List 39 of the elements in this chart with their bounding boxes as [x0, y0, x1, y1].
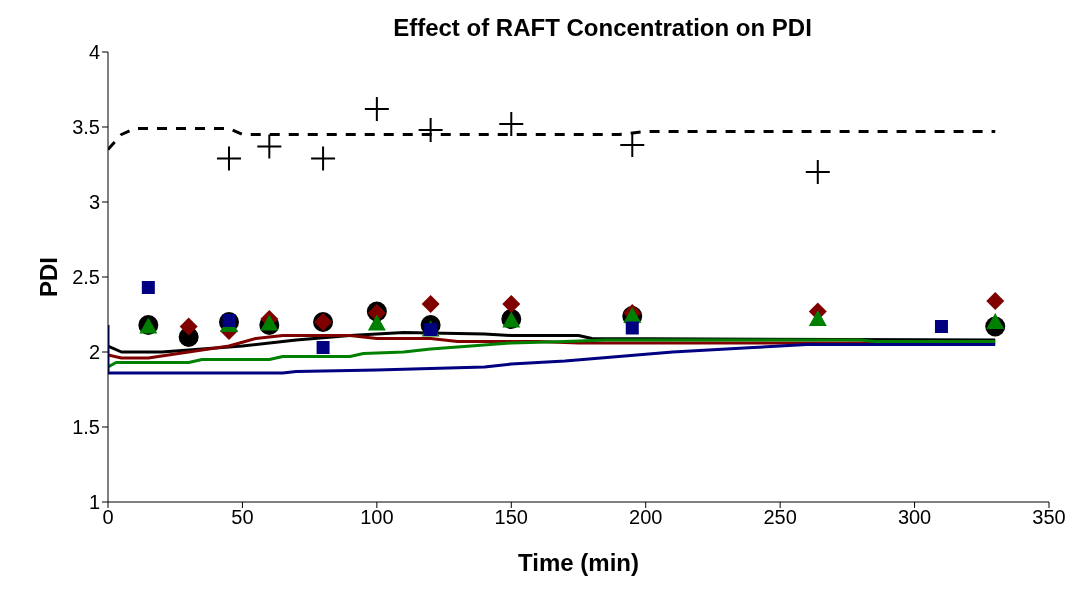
- point: [316, 341, 330, 354]
- point: [179, 317, 198, 336]
- y-axis-title: PDI: [34, 256, 62, 298]
- point: [986, 313, 1005, 329]
- point: [367, 314, 386, 331]
- point: [805, 160, 830, 184]
- chart-title: Effect of RAFT Concentration on PDI: [392, 13, 813, 42]
- y-tick-label: 4: [88, 41, 100, 64]
- point: [418, 118, 443, 142]
- line-series: [108, 338, 997, 369]
- point: [986, 292, 1005, 310]
- point: [625, 321, 639, 335]
- x-tick-label: 300: [897, 506, 932, 529]
- point: [257, 134, 282, 159]
- y-tick-label: 3: [88, 191, 100, 214]
- point: [502, 295, 521, 313]
- x-tick-label: 350: [1032, 506, 1066, 529]
- y-tick-label: 1: [88, 491, 100, 514]
- x-tick-label: 0: [102, 506, 114, 529]
- point: [364, 97, 389, 121]
- x-tick-label: 50: [231, 506, 254, 529]
- x-tick-label: 100: [360, 506, 394, 529]
- point: [216, 146, 241, 171]
- point: [421, 295, 440, 313]
- point: [141, 281, 155, 294]
- y-tick-label: 2: [88, 341, 100, 364]
- line-series: [108, 323, 997, 375]
- point: [620, 133, 645, 157]
- x-tick-label: 150: [494, 506, 528, 529]
- y-tick-label: 3.5: [72, 116, 100, 139]
- point: [934, 320, 948, 333]
- y-tick-label: 2.5: [72, 266, 100, 289]
- point: [499, 112, 524, 136]
- point: [808, 310, 827, 326]
- point: [311, 146, 336, 171]
- x-tick-label: 250: [763, 506, 797, 529]
- y-tick-label: 1.5: [72, 416, 100, 439]
- x-tick-label: 200: [629, 506, 663, 529]
- x-axis-title: Time (min): [518, 549, 639, 577]
